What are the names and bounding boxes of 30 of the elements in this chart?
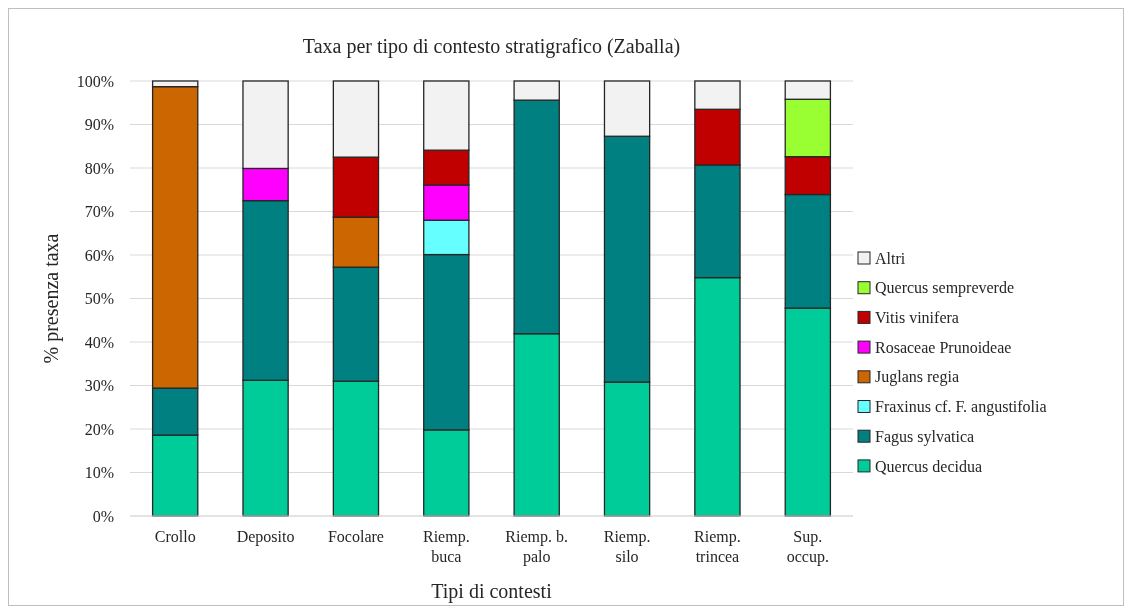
y-tick-label: 30% [84, 377, 114, 395]
y-tick-label: 90% [84, 116, 114, 134]
x-tick-label: Riemp. buca [422, 528, 470, 565]
y-tick-label: 60% [84, 246, 114, 264]
y-tick-label: 100% [76, 72, 114, 90]
legend-label: Fraxinus cf. F. angustifolia [875, 398, 1047, 417]
y-tick-label: 80% [84, 159, 114, 177]
y-tick-label: 40% [84, 333, 114, 351]
y-tick-label: 20% [84, 420, 114, 438]
legend-label: Quercus decidua [875, 457, 983, 475]
x-tick-label: Riemp. silo [603, 528, 651, 565]
legend-label: Juglans regia [875, 368, 959, 387]
x-tick-label: Riemp. b. palo [505, 528, 569, 566]
y-tick-label: 50% [84, 290, 114, 308]
y-tick-label: 10% [84, 464, 114, 482]
x-tick-label: Focolare [327, 528, 384, 545]
x-tick-label: Deposito [236, 528, 295, 546]
legend-label: Altri [875, 249, 906, 267]
legend-label: Rosaceae Prunoideae [875, 338, 1012, 356]
x-axis-title: Tipi di contesti [431, 580, 553, 603]
legend-label: Quercus sempreverde [875, 279, 1015, 298]
chart-title: Taxa per tipo di contesto stratigrafico (Zaballa) [302, 35, 681, 58]
x-tick-label: Sup. occup. [786, 528, 829, 566]
y-tick-label: 0% [92, 507, 114, 525]
x-tick-label: Riemp. trincea [694, 528, 741, 565]
y-axis-title: % presenza taxa [40, 233, 63, 364]
legend-label: Vitis vinifera [875, 309, 959, 326]
legend-label: Fagus sylvatica [875, 427, 975, 446]
x-tick-label: Crollo [154, 528, 196, 545]
y-tick-label: 70% [84, 203, 114, 221]
